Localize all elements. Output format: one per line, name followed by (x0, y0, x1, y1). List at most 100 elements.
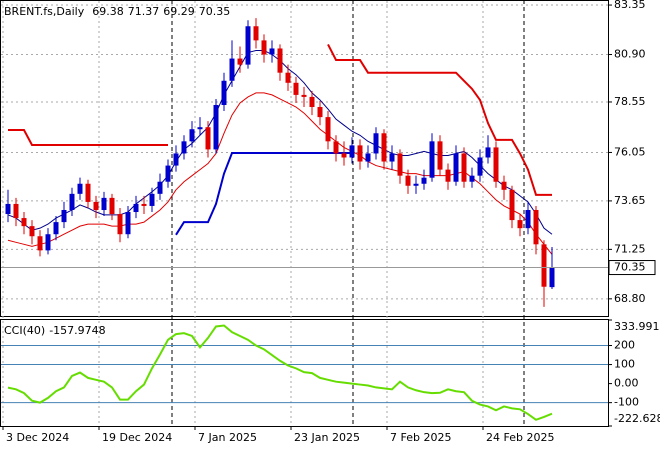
x-tick-label: 24 Feb 2025 (486, 431, 554, 444)
candle-body (5, 203, 11, 215)
candle-body (293, 82, 299, 95)
candle-body (229, 58, 235, 81)
candle-body (69, 193, 75, 210)
x-tick-label: 7 Jan 2025 (198, 431, 257, 444)
candle-body (373, 133, 379, 154)
candle-body (381, 133, 387, 162)
candle-body (125, 212, 131, 235)
candle-body (445, 169, 451, 182)
candle-body (493, 147, 499, 182)
y-tick-label: 80.90 (614, 48, 646, 61)
candle-body (525, 209, 531, 229)
price-box (608, 260, 656, 276)
candle-body (421, 177, 427, 184)
symbol: BRENT.fs,Daily (4, 5, 85, 18)
x-tick-label: 7 Feb 2025 (390, 431, 451, 444)
cci-value: -157.9748 (49, 324, 105, 337)
y-tick-label: 333.991 (614, 320, 660, 333)
x-tick-label: 19 Dec 2024 (102, 431, 172, 444)
candle-body (53, 222, 59, 235)
candle-body (133, 203, 139, 213)
y-tick-label: 68.80 (614, 292, 646, 305)
candle-body (189, 129, 195, 142)
cci-header: CCI(40) -157.9748 (4, 324, 106, 337)
candle-body (253, 26, 259, 41)
candle-body (13, 203, 19, 219)
candle-body (501, 181, 507, 190)
header: BRENT.fs,Daily 69.38 71.37 69.29 70.35 (4, 5, 230, 18)
y-tick-label: 200 (614, 339, 635, 352)
indicator-line (175, 152, 352, 236)
candle-body (477, 157, 483, 176)
price-box-label: 70.35 (614, 261, 646, 274)
y-tick-label: 83.35 (614, 0, 646, 11)
indicator-line (8, 43, 552, 196)
indicator-line (7, 92, 553, 255)
candle-body (221, 80, 227, 105)
candle-body (517, 220, 523, 229)
candle-body (461, 153, 467, 182)
candle-body (437, 141, 443, 170)
candle-body (549, 267, 555, 288)
candle-body (45, 234, 51, 251)
candle-body (149, 193, 155, 206)
candle-body (285, 72, 291, 83)
candle-body (101, 197, 107, 210)
candle-body (141, 203, 147, 206)
y-tick-label: 73.65 (614, 194, 646, 207)
month-separators (171, 0, 525, 426)
candle-body (309, 96, 315, 108)
candle-body (157, 181, 163, 194)
high-value: 71.37 (128, 5, 160, 18)
y-tick-label: 0.00 (614, 377, 639, 390)
candle-body (325, 117, 331, 142)
y-tick-label: -100 (614, 396, 639, 409)
candle-body (485, 147, 491, 158)
candle-body (357, 145, 363, 162)
x-tick-label: 23 Jan 2025 (294, 431, 360, 444)
candle-body (109, 197, 115, 215)
candle-body (269, 48, 275, 55)
candle-body (397, 153, 403, 176)
candle-body (21, 218, 27, 227)
candle-body (181, 141, 187, 154)
y-tick-label: 78.55 (614, 95, 646, 108)
candle-body (349, 145, 355, 158)
candle-body (173, 153, 179, 166)
candle-body (389, 153, 395, 162)
x-tick-label: 3 Dec 2024 (6, 431, 69, 444)
candle-body (469, 175, 475, 182)
candle-body (165, 165, 171, 182)
candle-body (261, 40, 267, 55)
y-tick-label: -222.628 (614, 412, 660, 425)
candle-body (453, 153, 459, 182)
candle-body (277, 48, 283, 73)
candle-body (77, 183, 83, 194)
candle-body (341, 153, 347, 158)
candle-body (365, 153, 371, 162)
y-tick-label: 76.05 (614, 145, 646, 158)
candle-body (61, 209, 67, 223)
candle-body (197, 127, 203, 130)
candle-body (429, 141, 435, 178)
main-panel-frame (0, 0, 609, 317)
candle-body (509, 189, 515, 221)
y-tick-label: 100 (614, 358, 635, 371)
candle-body (37, 236, 43, 251)
cci-line (7, 324, 553, 421)
candle-body (301, 94, 307, 97)
candle-body (317, 107, 323, 118)
candle-body (533, 209, 539, 245)
y-tick-label: 71.25 (614, 242, 646, 255)
candle-body (405, 175, 411, 186)
close-value: 70.35 (199, 5, 231, 18)
cci-panel-frame (0, 319, 609, 427)
low-value: 69.29 (163, 5, 195, 18)
open-value: 69.38 (92, 5, 124, 18)
cci-title: CCI(40) (4, 324, 45, 337)
candle-body (205, 127, 211, 150)
candle-body (85, 183, 91, 202)
candle-body (213, 104, 219, 150)
candle-body (245, 26, 251, 65)
